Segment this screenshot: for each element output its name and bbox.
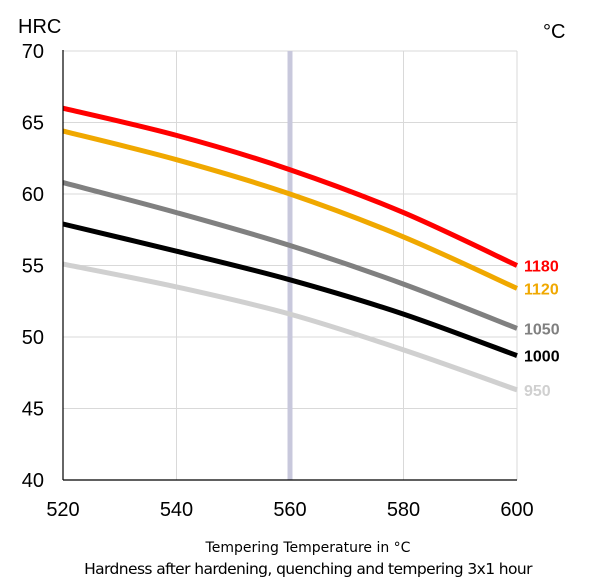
series-labels: 1180 1120 1050 1000 950 (524, 259, 560, 400)
y-tick-label: 60 (22, 184, 44, 206)
legend-unit-label: °C (543, 21, 565, 43)
series-line-950 (62, 261, 518, 393)
x-tick-label: 540 (160, 499, 193, 521)
chart-caption: Hardness after hardening, quenching and … (84, 560, 532, 578)
x-tick-label: 520 (46, 499, 79, 521)
series-line-1120 (62, 128, 519, 291)
y-tick-label: 70 (22, 41, 44, 63)
hardness-chart: HRC °C 40 45 50 55 60 65 70 520 540 560 580 600 11… (18, 16, 565, 521)
y-tick-labels: 40 45 50 55 60 65 70 (22, 41, 44, 492)
y-tick-label: 50 (22, 327, 44, 349)
series-label-1120: 1120 (524, 281, 559, 298)
y-axis-label: HRC (18, 16, 61, 38)
x-tick-label: 600 (500, 499, 533, 521)
x-tick-label: 560 (273, 499, 306, 521)
series-label-1000: 1000 (524, 349, 560, 366)
series-lines (62, 105, 519, 393)
series-line-1000 (62, 221, 518, 358)
x-tick-label: 580 (387, 499, 420, 521)
series-label-1050: 1050 (524, 321, 560, 338)
series-label-950: 950 (524, 383, 551, 400)
series-line-1050 (62, 180, 518, 331)
series-line-1180 (62, 105, 519, 268)
y-tick-label: 40 (22, 470, 44, 492)
series-label-1180: 1180 (524, 259, 559, 276)
x-axis-label: Tempering Temperature in °C (205, 540, 411, 556)
plot-frame (62, 50, 517, 481)
y-tick-label: 45 (22, 399, 44, 421)
x-tick-labels: 520 540 560 580 600 (46, 499, 533, 521)
y-tick-label: 65 (22, 113, 44, 135)
y-tick-label: 55 (22, 256, 44, 278)
